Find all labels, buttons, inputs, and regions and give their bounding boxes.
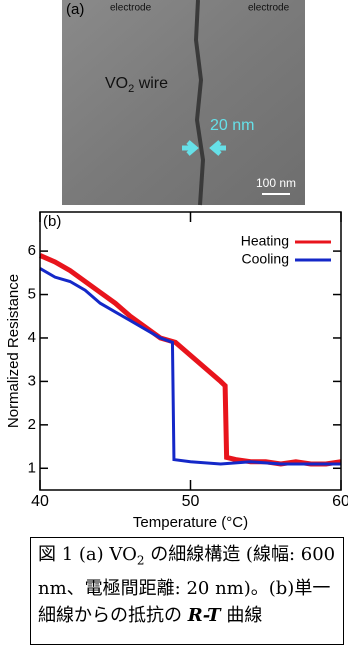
y-tick-label: 6 [28,242,36,259]
figure: (a) electrode electrode VO2 wire 20 nm 1… [0,0,348,535]
panel-label: (a) [66,1,84,18]
x-axis-label: Temperature (°C) [133,514,248,531]
wire-label: VO2 wire [105,75,168,95]
y-axis-label: Normalized Resistance [5,274,22,428]
page: (a) electrode electrode VO2 wire 20 nm 1… [0,0,348,648]
sem-image [62,0,305,205]
y-tick-label: 5 [28,286,36,303]
data-line [40,268,341,463]
legend-label: Cooling [242,251,289,267]
y-tick-label: 2 [28,416,36,433]
data-line [40,255,341,464]
gap-label: 20 nm [210,117,254,134]
legend-label: Heating [241,233,289,249]
x-tick-label: 40 [31,493,49,510]
electrode-label: electrode [110,3,152,14]
x-tick-label: 60 [332,493,348,510]
panel-label: (b) [43,213,61,230]
caption: 図 1 (a) VO2 の細線構造 (線幅: 600 nm、電極間距離: 20 … [30,537,344,645]
y-tick-label: 4 [28,329,36,346]
y-tick-label: 3 [28,372,36,389]
electrode-label: electrode [248,3,290,14]
scale-label: 100 nm [256,176,296,190]
y-tick-label: 1 [28,459,36,476]
x-tick-label: 50 [182,493,200,510]
plot-frame [40,212,341,490]
